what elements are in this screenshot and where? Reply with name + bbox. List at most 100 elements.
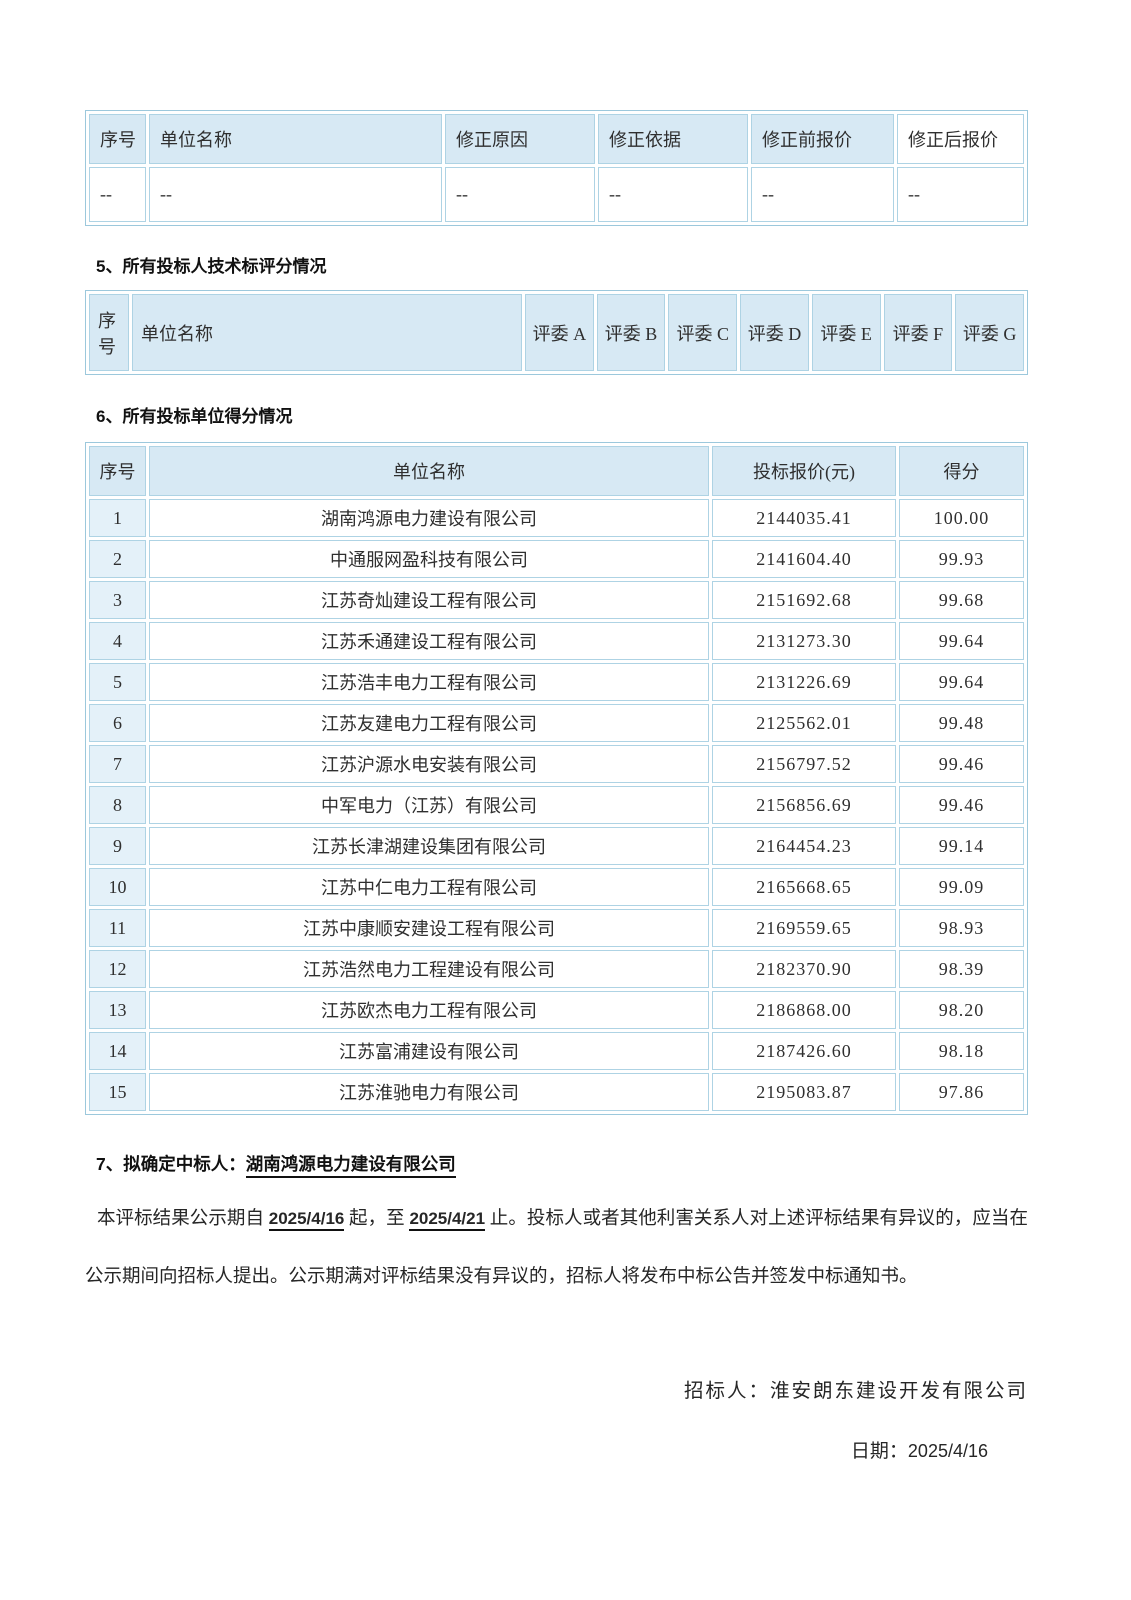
- bid-price-cell: 2144035.41: [712, 499, 896, 537]
- bid-price-cell: 2186868.00: [712, 991, 896, 1029]
- row-index-cell: 2: [89, 540, 146, 578]
- correction-cell: --: [445, 167, 595, 222]
- company-name-cell: 江苏中仁电力工程有限公司: [149, 868, 709, 906]
- notice-date-from: 2025/4/16: [268, 1209, 345, 1231]
- score-cell: 99.09: [899, 868, 1024, 906]
- winner-prefix: 7、拟确定中标人：: [96, 1154, 246, 1174]
- header-cell: 序号: [89, 446, 146, 496]
- table-row: 8 中军电力（江苏）有限公司 2156856.69 99.46: [89, 786, 1024, 824]
- score-table: 序号 单位名称 投标报价(元) 得分 1 湖南鸿源电力建设有限公司 2144035.…: [85, 442, 1028, 1115]
- bid-price-cell: 2165668.65: [712, 868, 896, 906]
- score-cell: 99.64: [899, 622, 1024, 660]
- table-row: 7 江苏沪源水电安装有限公司 2156797.52 99.46: [89, 745, 1024, 783]
- score-cell: 99.14: [899, 827, 1024, 865]
- tech-table-header-row: 序号 单位名称 评委 A 评委 B 评委 C 评委 D 评委 E 评委 F 评委…: [89, 294, 1024, 371]
- company-name-cell: 中通服网盈科技有限公司: [149, 540, 709, 578]
- company-name-cell: 江苏淮驰电力有限公司: [149, 1073, 709, 1111]
- table-row: 9 江苏长津湖建设集团有限公司 2164454.23 99.14: [89, 827, 1024, 865]
- header-cell: 投标报价(元): [712, 446, 896, 496]
- winner-name: 湖南鸿源电力建设有限公司: [245, 1154, 456, 1178]
- row-index-cell: 8: [89, 786, 146, 824]
- row-index-cell: 6: [89, 704, 146, 742]
- score-cell: 98.93: [899, 909, 1024, 947]
- row-index-cell: 15: [89, 1073, 146, 1111]
- score-table-header-row: 序号 单位名称 投标报价(元) 得分: [89, 446, 1024, 496]
- bid-price-cell: 2141604.40: [712, 540, 896, 578]
- row-index-cell: 5: [89, 663, 146, 701]
- correction-table: 序号 单位名称 修正原因 修正依据 修正前报价 修正后报价 -- -- -- -…: [85, 110, 1028, 226]
- header-cell: 单位名称: [149, 114, 442, 164]
- company-name-cell: 江苏浩丰电力工程有限公司: [149, 663, 709, 701]
- row-index-cell: 11: [89, 909, 146, 947]
- bid-price-cell: 2187426.60: [712, 1032, 896, 1070]
- section6-title: 6、所有投标单位得分情况: [96, 407, 293, 426]
- date-line: 日期：2025/4/16: [85, 1436, 1028, 1463]
- bid-price-cell: 2169559.65: [712, 909, 896, 947]
- bid-price-cell: 2156797.52: [712, 745, 896, 783]
- header-cell: 评委 E: [811, 294, 881, 371]
- bid-price-cell: 2182370.90: [712, 950, 896, 988]
- correction-table-header-row: 序号 单位名称 修正原因 修正依据 修正前报价 修正后报价: [89, 114, 1024, 164]
- row-index-cell: 4: [89, 622, 146, 660]
- notice-text: 起，至: [344, 1209, 410, 1229]
- table-row: 3 江苏奇灿建设工程有限公司 2151692.68 99.68: [89, 581, 1024, 619]
- notice-text: 本评标结果公示期自: [97, 1209, 269, 1229]
- tenderer-line: 招标人：淮安朗东建设开发有限公司: [683, 1381, 1028, 1402]
- company-name-cell: 中军电力（江苏）有限公司: [149, 786, 709, 824]
- company-name-cell: 江苏奇灿建设工程有限公司: [149, 581, 709, 619]
- correction-cell: --: [598, 167, 748, 222]
- company-name-cell: 江苏中康顺安建设工程有限公司: [149, 909, 709, 947]
- score-cell: 99.46: [899, 745, 1024, 783]
- bid-price-cell: 2131226.69: [712, 663, 896, 701]
- bid-price-cell: 2131273.30: [712, 622, 896, 660]
- header-cell: 评委 D: [740, 294, 809, 371]
- row-index-cell: 7: [89, 745, 146, 783]
- header-cell: 修正原因: [445, 114, 595, 164]
- company-name-cell: 湖南鸿源电力建设有限公司: [149, 499, 709, 537]
- table-row: 13 江苏欧杰电力工程有限公司 2186868.00 98.20: [89, 991, 1024, 1029]
- table-row: 14 江苏富浦建设有限公司 2187426.60 98.18: [89, 1032, 1024, 1070]
- company-name-cell: 江苏友建电力工程有限公司: [149, 704, 709, 742]
- bid-price-cell: 2125562.01: [712, 704, 896, 742]
- bid-price-cell: 2164454.23: [712, 827, 896, 865]
- document-page: 序号 单位名称 修正原因 修正依据 修正前报价 修正后报价 -- -- -- -…: [85, 110, 1028, 1463]
- company-name-cell: 江苏浩然电力工程建设有限公司: [149, 950, 709, 988]
- score-table-body: 1 湖南鸿源电力建设有限公司 2144035.41 100.00 2 中通服网盈科技有限公…: [89, 499, 1024, 1111]
- correction-cell: --: [149, 167, 442, 222]
- header-cell: 得分: [899, 446, 1024, 496]
- score-cell: 99.48: [899, 704, 1024, 742]
- correction-cell: --: [751, 167, 894, 222]
- row-index-cell: 12: [89, 950, 146, 988]
- row-index-cell: 14: [89, 1032, 146, 1070]
- table-row: 6 江苏友建电力工程有限公司 2125562.01 99.48: [89, 704, 1024, 742]
- score-cell: 99.46: [899, 786, 1024, 824]
- notice-date-to: 2025/4/21: [409, 1209, 486, 1231]
- score-cell: 98.20: [899, 991, 1024, 1029]
- company-name-cell: 江苏欧杰电力工程有限公司: [149, 991, 709, 1029]
- score-cell: 99.64: [899, 663, 1024, 701]
- header-cell: 单位名称: [132, 294, 522, 371]
- header-cell: 单位名称: [149, 446, 709, 496]
- header-cell: 评委 G: [955, 294, 1024, 371]
- company-name-cell: 江苏沪源水电安装有限公司: [149, 745, 709, 783]
- table-row: 12 江苏浩然电力工程建设有限公司 2182370.90 98.39: [89, 950, 1024, 988]
- table-row: 5 江苏浩丰电力工程有限公司 2131226.69 99.64: [89, 663, 1024, 701]
- section5-title: 5、所有投标人技术标评分情况: [96, 257, 327, 276]
- date-value: 2025/4/16: [907, 1441, 988, 1461]
- correction-cell: --: [897, 167, 1024, 222]
- table-row: 11 江苏中康顺安建设工程有限公司 2169559.65 98.93: [89, 909, 1024, 947]
- score-cell: 100.00: [899, 499, 1024, 537]
- header-cell: 评委 B: [596, 294, 666, 371]
- table-row: 2 中通服网盈科技有限公司 2141604.40 99.93: [89, 540, 1024, 578]
- bid-price-cell: 2151692.68: [712, 581, 896, 619]
- table-row: 15 江苏淮驰电力有限公司 2195083.87 97.86: [89, 1073, 1024, 1111]
- company-name-cell: 江苏富浦建设有限公司: [149, 1032, 709, 1070]
- section7-title: 7、拟确定中标人：湖南鸿源电力建设有限公司: [85, 1151, 1028, 1178]
- row-index-cell: 3: [89, 581, 146, 619]
- score-cell: 98.39: [899, 950, 1024, 988]
- row-index-cell: 9: [89, 827, 146, 865]
- company-name-cell: 江苏长津湖建设集团有限公司: [149, 827, 709, 865]
- score-cell: 97.86: [899, 1073, 1024, 1111]
- header-cell: 修正后报价: [897, 114, 1024, 164]
- table-row: -- -- -- -- -- --: [89, 167, 1024, 222]
